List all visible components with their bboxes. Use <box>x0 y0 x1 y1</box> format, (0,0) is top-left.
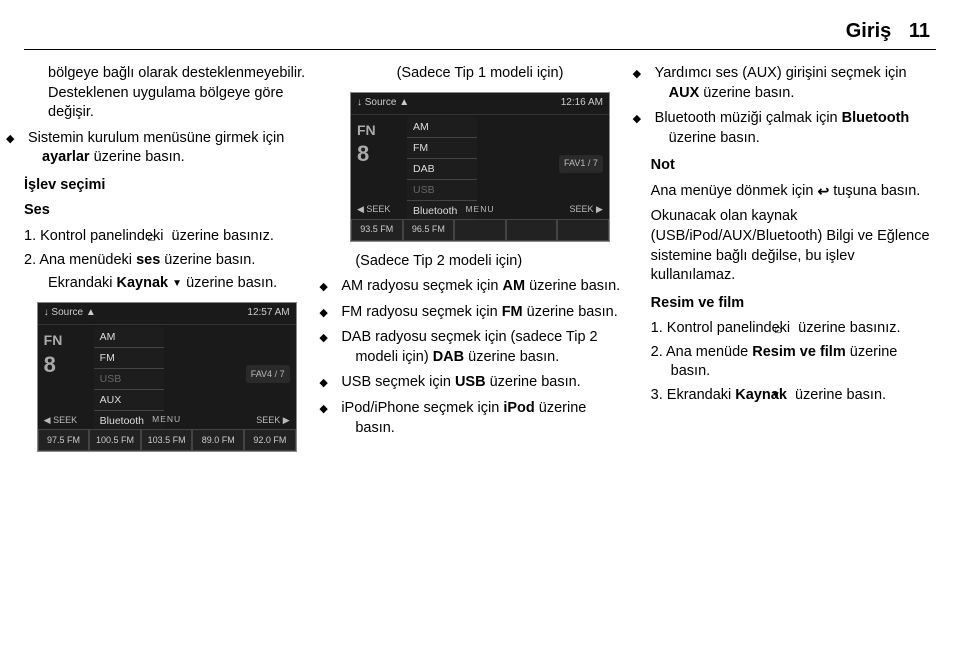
ss1-preset: 92.0 FM <box>244 429 296 451</box>
col2-li2: ◆FM radyosu seçmek için FM üzerine basın… <box>337 303 622 323</box>
col3-not-p2: Okunacak olan kaynak (USB/iPod/AUX/Bluet… <box>651 207 936 285</box>
ss2-menu-usb: USB <box>407 180 477 201</box>
col-3: ◆Yardımcı ses (AUX) girişini seçmek için… <box>651 64 936 462</box>
col1-li1: ◆Sistemin kurulum menüsüne girmek için a… <box>24 129 309 168</box>
ss2-preset: 96.5 FM <box>403 219 455 241</box>
ss1-menu-am: AM <box>94 327 164 348</box>
ss1-behind: FN 8 <box>44 331 63 380</box>
ss2-menu-fm: FM <box>407 138 477 159</box>
ss1-seek-r: SEEK ▶ <box>256 414 289 426</box>
ses-heading: Ses <box>24 201 309 221</box>
col2-li1: ◆AM radyosu seçmek için AM üzerine basın… <box>337 277 622 297</box>
col3-li1: ◆Yardımcı ses (AUX) girişini seçmek için… <box>651 64 936 103</box>
col2-caption2: (Sadece Tip 2 modeli için) <box>337 252 622 272</box>
manual-page: Giriş 11 bölgeye bağlı olarak desteklenm… <box>0 0 960 655</box>
ss2-seek-r: SEEK ▶ <box>570 203 603 215</box>
ss1-preset: 89.0 FM <box>192 429 244 451</box>
page-number: 11 <box>909 20 930 42</box>
ss1-fav: FAV4 / 7 <box>246 365 290 383</box>
col2-li4: ◆USB seçmek için USB üzerine basın. <box>337 373 622 393</box>
ss1-seek-l: ◀ SEEK <box>44 414 77 426</box>
ss2-source: ↓ Source ▲ <box>357 96 409 110</box>
ss2-topbar: ↓ Source ▲ 12:16 AM <box>351 93 609 115</box>
header-title: Giriş <box>846 20 892 42</box>
not-heading: Not <box>651 156 936 176</box>
col3-resim-steps: 1. Kontrol panelindeki ⌂ üzerine basınız… <box>651 319 936 405</box>
ss2-preset <box>454 219 506 241</box>
ss2-preset: 93.5 FM <box>351 219 403 241</box>
col3-r3: 3. Ekrandaki Kaynak ▼ üzerine basın. <box>651 386 936 406</box>
ss1-menu-aux: AUX <box>94 390 164 411</box>
col1-step2: 2. Ana menüdeki ses üzerine basın. <box>24 251 309 271</box>
ss1-presets: 97.5 FM 100.5 FM 103.5 FM 89.0 FM 92.0 F… <box>38 429 296 451</box>
ss2-behind: FN 8 <box>357 121 376 170</box>
radio-screenshot-2: ↓ Source ▲ 12:16 AM FN 8 AM FM DAB USB B… <box>350 92 610 242</box>
ss1-preset: 103.5 FM <box>141 429 193 451</box>
col2-li5: ◆iPod/iPhone seçmek için iPod üzerine ba… <box>337 399 622 438</box>
col2-li3: ◆DAB radyosu seçmek için (sadece Tip 2 m… <box>337 328 622 367</box>
ss2-fav: FAV1 / 7 <box>559 155 603 173</box>
ss1-midbar: ◀ SEEK MENU SEEK ▶ <box>38 411 296 429</box>
col3-r1: 1. Kontrol panelindeki ⌂ üzerine basınız… <box>651 319 936 339</box>
ss2-presets: 93.5 FM 96.5 FM <box>351 219 609 241</box>
header-rule <box>24 49 936 50</box>
col3-li2: ◆Bluetooth müziği çalmak için Bluetooth … <box>651 109 936 148</box>
ss1-topbar: ↓ Source ▲ 12:57 AM <box>38 303 296 325</box>
ss2-menu-am: AM <box>407 117 477 138</box>
radio-screenshot-1: ↓ Source ▲ 12:57 AM FN 8 AM FM USB AUX B… <box>37 302 297 452</box>
ss2-midbar: ◀ SEEK MENU SEEK ▶ <box>351 201 609 219</box>
ss2-preset <box>557 219 609 241</box>
columns: bölgeye bağlı olarak desteklenmeyebilir.… <box>24 64 936 462</box>
ss1-preset: 97.5 FM <box>38 429 90 451</box>
col2-caption1: (Sadece Tip 1 modeli için) <box>337 64 622 84</box>
triangle-down-icon: ▼ <box>172 277 182 291</box>
col1-step3: Ekrandaki Kaynak ▼ üzerine basın. <box>24 274 309 294</box>
ss1-source: ↓ Source ▲ <box>44 306 96 320</box>
col-2: (Sadece Tip 1 modeli için) ↓ Source ▲ 12… <box>337 64 622 462</box>
islev-secimi-heading: İşlev seçimi <box>24 176 309 196</box>
ss2-menu-dab: DAB <box>407 159 477 180</box>
page-header: Giriş 11 <box>24 20 936 43</box>
col3-r2: 2. Ana menüde Resim ve film üzerine bası… <box>651 343 936 382</box>
ss2-time: 12:16 AM <box>561 96 603 110</box>
col-1: bölgeye bağlı olarak desteklenmeyebilir.… <box>24 64 309 462</box>
resim-heading: Resim ve film <box>651 294 936 314</box>
col1-ses-steps: 1. Kontrol panelindeki ⌂ üzerine basınız… <box>24 227 309 270</box>
col3-not-p1: Ana menüye dönmek için ↩ tuşuna basın. <box>651 182 936 202</box>
ss1-time: 12:57 AM <box>247 306 289 320</box>
col1-p1: bölgeye bağlı olarak desteklenmeyebilir.… <box>24 64 309 123</box>
ss1-menu-btn: MENU <box>152 414 181 425</box>
ss2-menu-btn: MENU <box>465 204 494 215</box>
ss1-menu-usb: USB <box>94 369 164 390</box>
ss1-preset: 100.5 FM <box>89 429 141 451</box>
return-icon: ↩ <box>818 182 830 201</box>
col1-step1: 1. Kontrol panelindeki ⌂ üzerine basınız… <box>24 227 309 247</box>
ss2-preset <box>506 219 558 241</box>
ss1-menu-fm: FM <box>94 348 164 369</box>
ss2-seek-l: ◀ SEEK <box>357 203 390 215</box>
